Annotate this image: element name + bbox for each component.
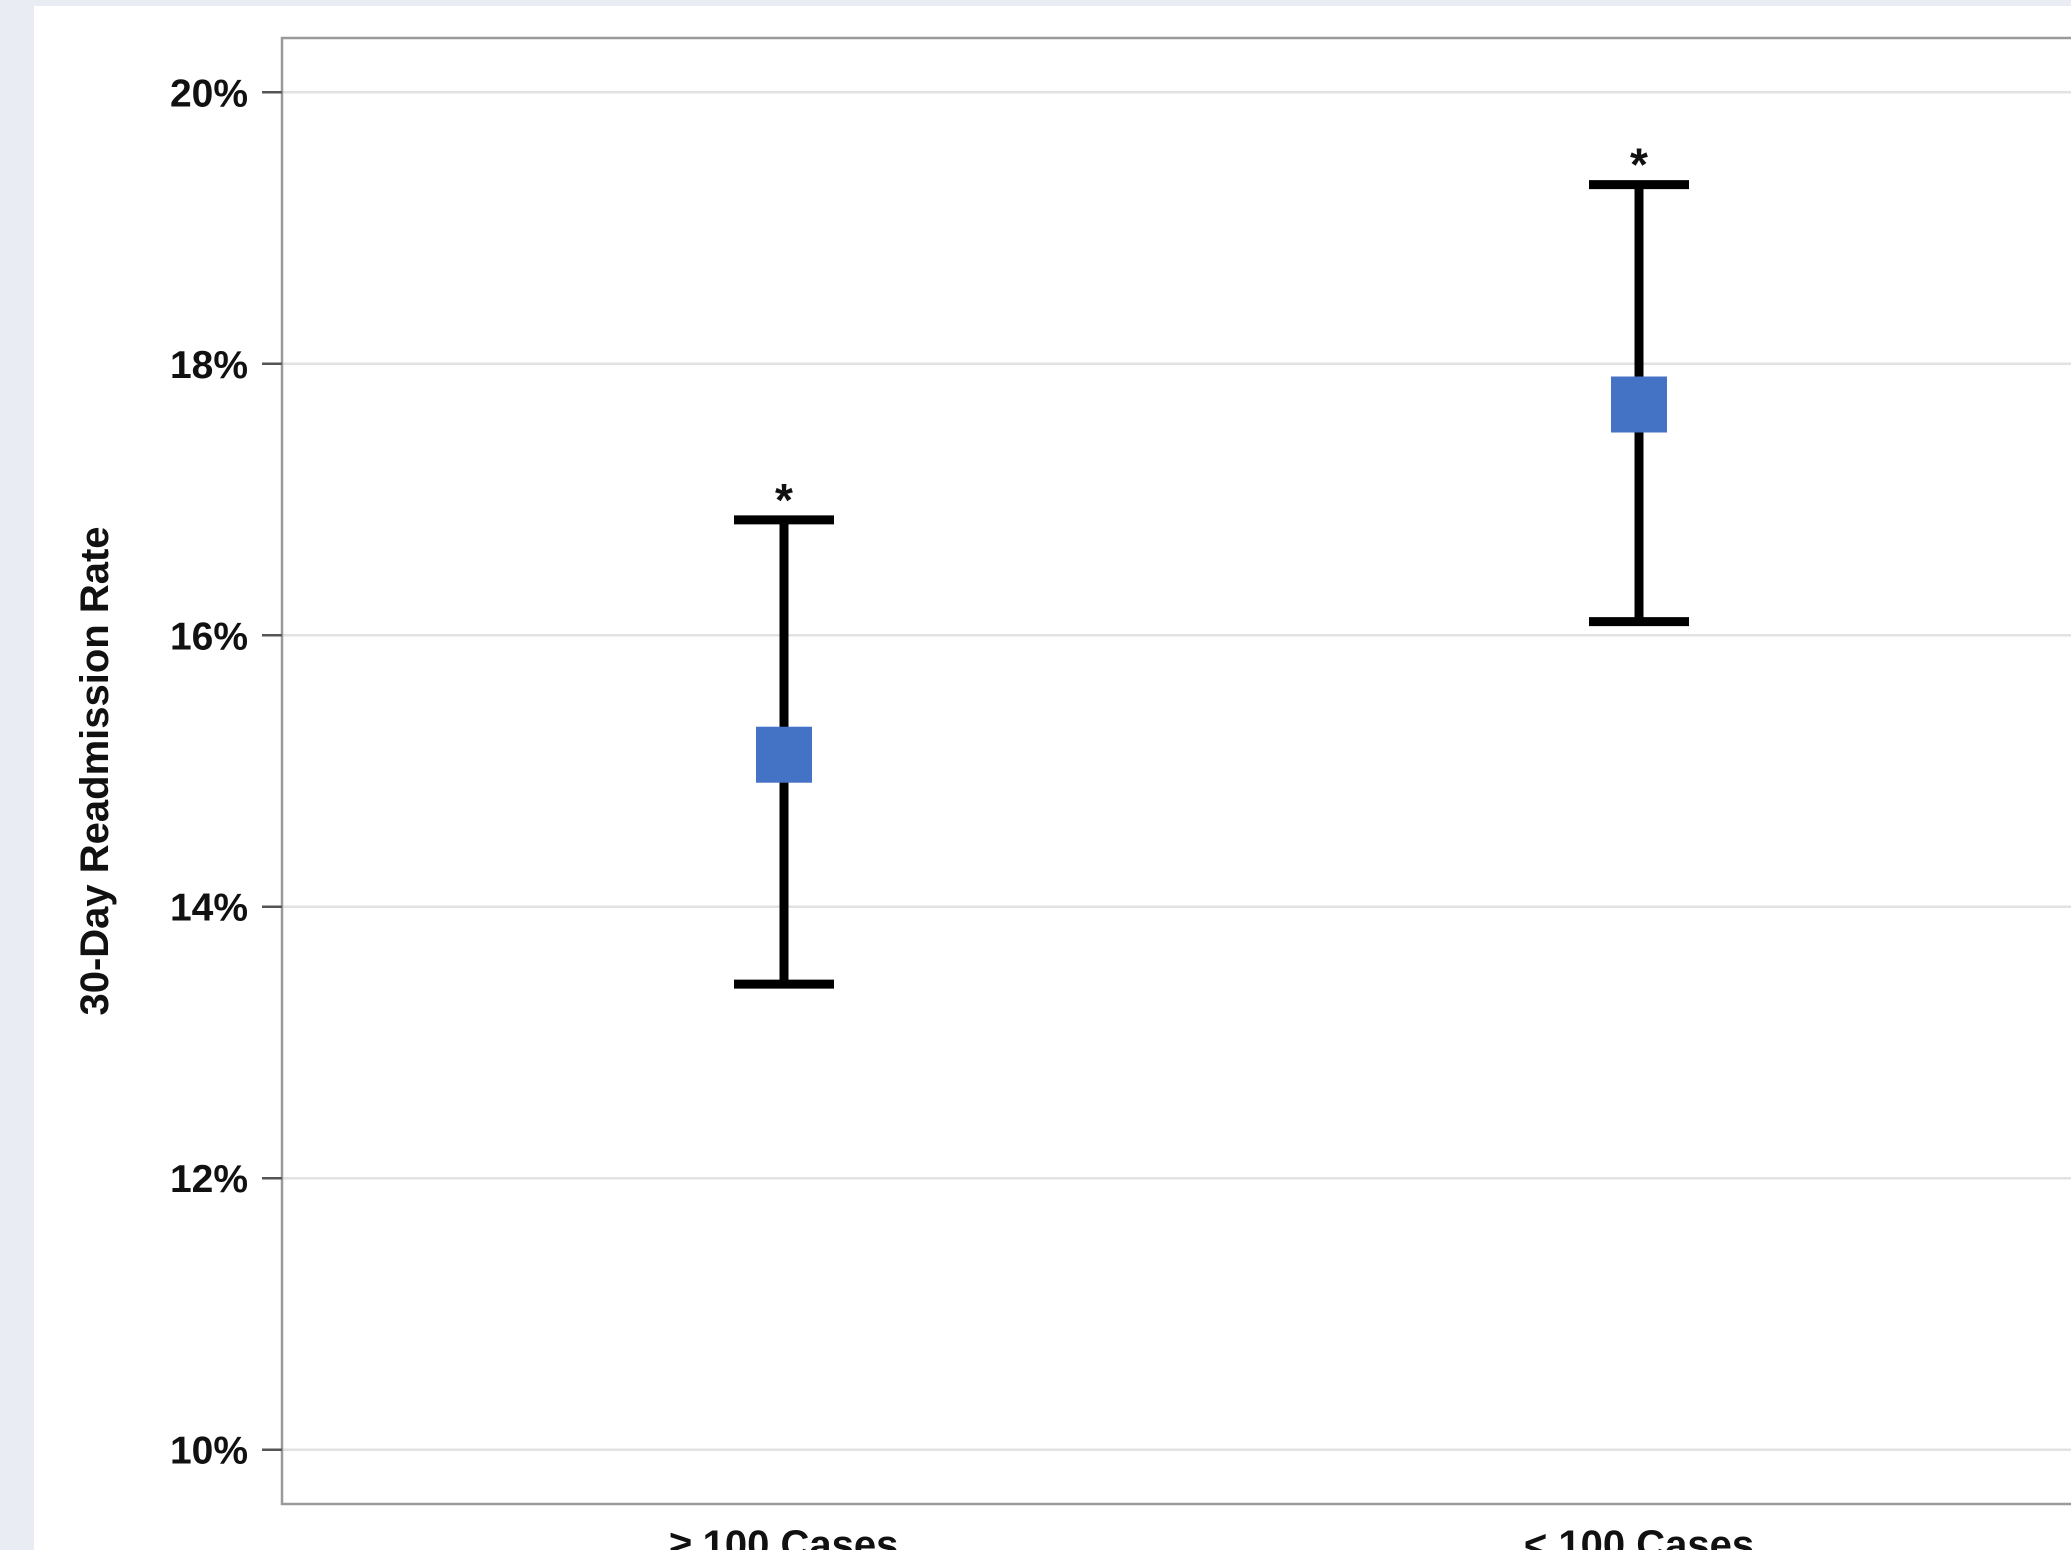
y-tick-label: 20% (170, 72, 248, 115)
y-axis-label: 30-Day Readmission Rate (73, 526, 117, 1015)
error-bars: ** (734, 139, 1689, 989)
x-tick-label: < 100 Cases (1524, 1523, 1754, 1550)
grid-lines (282, 91, 2071, 1451)
chart-card (34, 6, 2071, 1550)
y-axis-ticks: 10% 12% 14% 16% 18% 20% (170, 72, 282, 1473)
x-tick-label: ≥ 100 Cases (670, 1523, 899, 1550)
y-tick-label: 16% (170, 615, 248, 658)
y-tick-label: 18% (170, 344, 248, 387)
point-estimate-marker (756, 726, 812, 783)
y-tick-label: 12% (170, 1158, 248, 1201)
significance-asterisk: * (1630, 139, 1648, 191)
point-estimate-marker (1611, 376, 1667, 433)
plot-frame (280, 36, 2071, 1506)
y-tick-label: 14% (170, 887, 248, 930)
x-axis-labels: ≥ 100 Cases < 100 Cases (670, 1523, 1755, 1550)
significance-asterisk: * (775, 474, 793, 526)
y-tick-label: 10% (170, 1430, 248, 1473)
